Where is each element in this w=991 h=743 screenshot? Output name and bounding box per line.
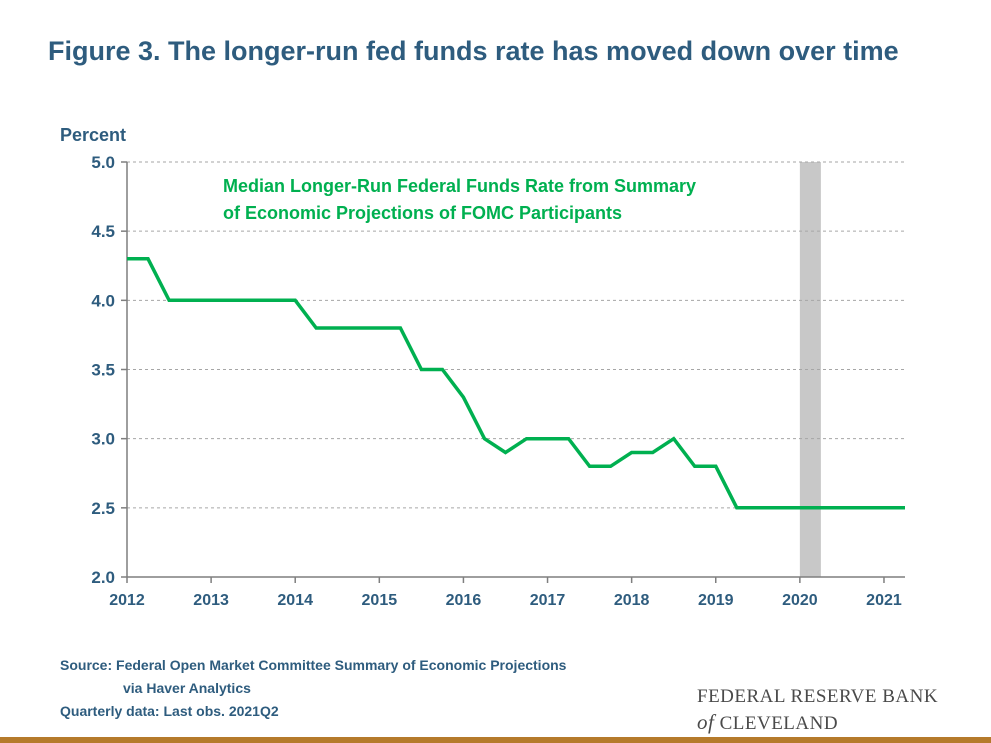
y-tick-label: 4.5 bbox=[91, 222, 115, 241]
x-tick-label: 2013 bbox=[193, 592, 229, 609]
logo-of: of bbox=[697, 710, 715, 734]
data-note: Quarterly data: Last obs. 2021Q2 bbox=[60, 703, 279, 719]
series-annotation-line-2: of Economic Projections of FOMC Particip… bbox=[223, 203, 622, 223]
x-tick-label: 2020 bbox=[782, 592, 818, 609]
bottom-rule bbox=[0, 737, 991, 743]
y-tick-label: 4.0 bbox=[91, 291, 115, 310]
fed-cleveland-logo-line-2: of CLEVELAND bbox=[697, 710, 838, 735]
logo-cleveland: CLEVELAND bbox=[719, 713, 839, 734]
x-tick-label: 2012 bbox=[109, 592, 145, 609]
x-tick-label: 2018 bbox=[614, 592, 650, 609]
recession-shade bbox=[799, 162, 821, 577]
y-tick-label: 2.5 bbox=[91, 499, 115, 518]
x-tick-label: 2021 bbox=[866, 592, 902, 609]
series-annotation-line-1: Median Longer-Run Federal Funds Rate fro… bbox=[223, 176, 696, 196]
source-line-2: via Haver Analytics bbox=[123, 680, 251, 696]
y-tick-label: 3.5 bbox=[91, 361, 115, 380]
y-tick-label: 5.0 bbox=[91, 153, 115, 172]
x-tick-label: 2019 bbox=[698, 592, 734, 609]
chart-title: Figure 3. The longer-run fed funds rate … bbox=[48, 36, 899, 66]
x-tick-label: 2017 bbox=[530, 592, 566, 609]
fed-cleveland-logo-line-1: FEDERAL RESERVE BANK bbox=[697, 686, 939, 707]
y-axis-label: Percent bbox=[60, 125, 126, 145]
x-tick-label: 2015 bbox=[362, 592, 398, 609]
x-tick-label: 2016 bbox=[446, 592, 482, 609]
x-tick-label: 2014 bbox=[277, 592, 313, 609]
series-line-longer-run-rate bbox=[127, 257, 905, 510]
y-tick-label: 2.0 bbox=[91, 568, 115, 587]
y-tick-label: 3.0 bbox=[91, 430, 115, 449]
source-line-1: Source: Federal Open Market Committee Su… bbox=[60, 657, 567, 673]
